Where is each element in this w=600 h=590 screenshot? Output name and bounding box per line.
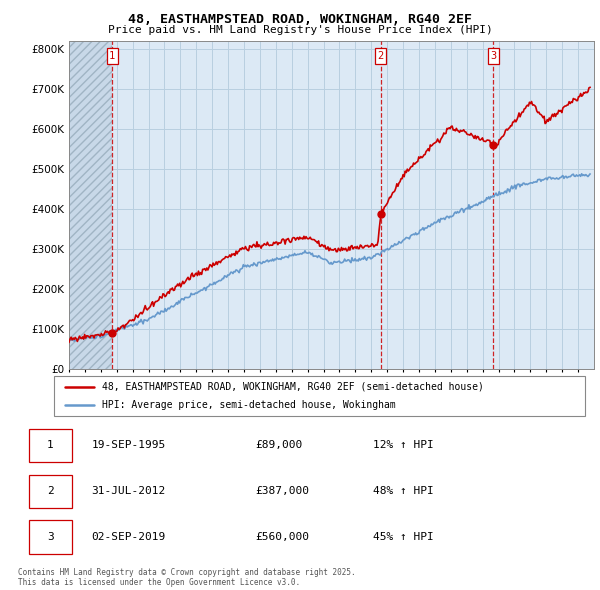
Text: 48% ↑ HPI: 48% ↑ HPI — [373, 486, 434, 496]
Text: Contains HM Land Registry data © Crown copyright and database right 2025.
This d: Contains HM Land Registry data © Crown c… — [18, 568, 356, 587]
Text: 2: 2 — [377, 51, 383, 61]
FancyBboxPatch shape — [29, 520, 71, 553]
Bar — [69, 41, 112, 369]
Text: 3: 3 — [490, 51, 496, 61]
FancyBboxPatch shape — [29, 429, 71, 462]
Text: 48, EASTHAMPSTEAD ROAD, WOKINGHAM, RG40 2EF: 48, EASTHAMPSTEAD ROAD, WOKINGHAM, RG40 … — [128, 13, 472, 26]
FancyBboxPatch shape — [29, 474, 71, 508]
Text: 1: 1 — [109, 51, 115, 61]
Text: 31-JUL-2012: 31-JUL-2012 — [91, 486, 166, 496]
Text: £560,000: £560,000 — [255, 532, 309, 542]
Text: £89,000: £89,000 — [255, 440, 302, 450]
Text: 1: 1 — [47, 440, 54, 450]
Text: 02-SEP-2019: 02-SEP-2019 — [91, 532, 166, 542]
Text: 19-SEP-1995: 19-SEP-1995 — [91, 440, 166, 450]
Text: 3: 3 — [47, 532, 54, 542]
Text: HPI: Average price, semi-detached house, Wokingham: HPI: Average price, semi-detached house,… — [102, 400, 395, 410]
Text: 45% ↑ HPI: 45% ↑ HPI — [373, 532, 434, 542]
Text: 48, EASTHAMPSTEAD ROAD, WOKINGHAM, RG40 2EF (semi-detached house): 48, EASTHAMPSTEAD ROAD, WOKINGHAM, RG40 … — [102, 382, 484, 392]
Text: Price paid vs. HM Land Registry's House Price Index (HPI): Price paid vs. HM Land Registry's House … — [107, 25, 493, 35]
Text: 2: 2 — [47, 486, 54, 496]
FancyBboxPatch shape — [54, 376, 585, 416]
Text: £387,000: £387,000 — [255, 486, 309, 496]
Text: 12% ↑ HPI: 12% ↑ HPI — [373, 440, 434, 450]
